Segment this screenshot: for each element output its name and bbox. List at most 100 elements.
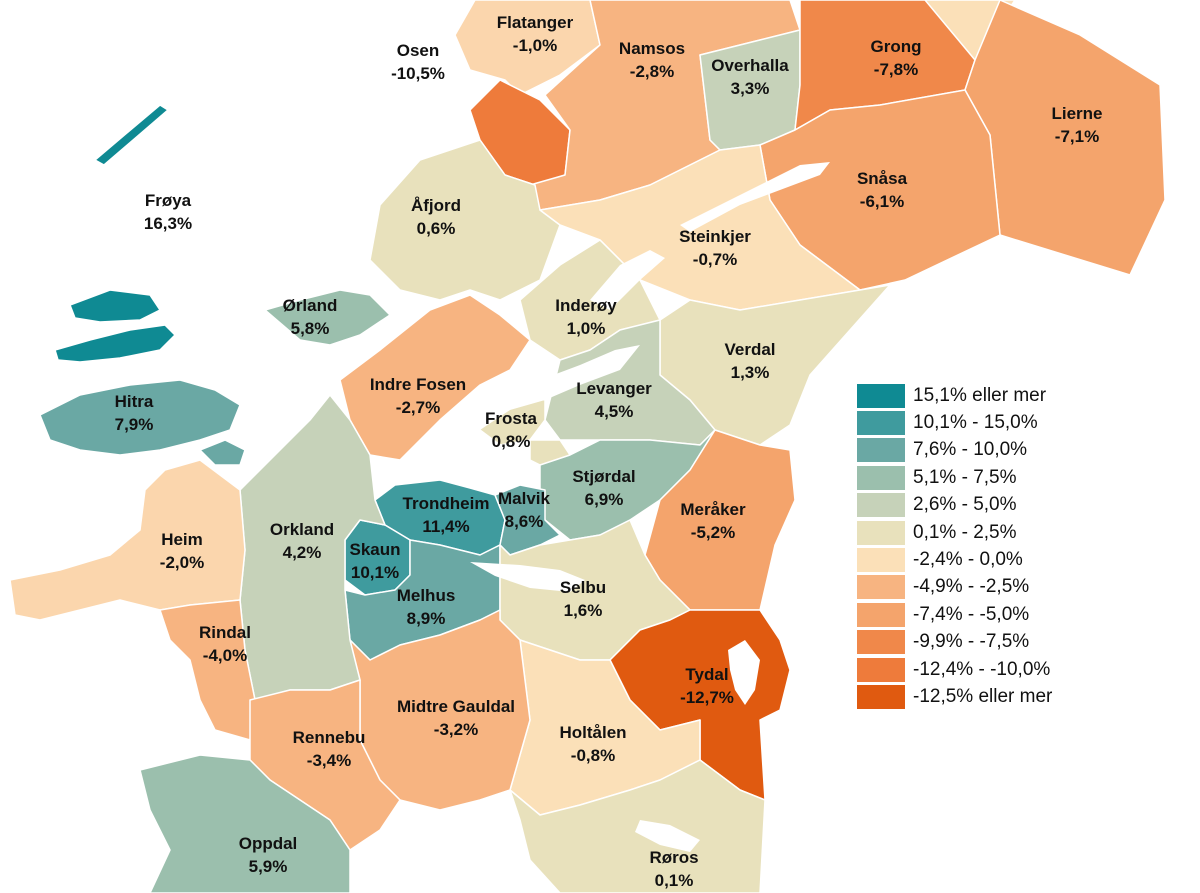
region-value-levanger: 4,5% <box>595 402 634 421</box>
region-name-selbu: Selbu <box>560 578 606 597</box>
region-value-rindal: -4,0% <box>203 646 247 665</box>
region-name-overhalla: Overhalla <box>711 56 789 75</box>
fjord-beitstad <box>590 250 665 310</box>
lake-selbusjoen <box>470 562 585 592</box>
region-name-orland: Ørland <box>283 296 338 315</box>
region-value-skaun: 10,1% <box>351 563 399 582</box>
region-name-heim: Heim <box>161 530 203 549</box>
region-value-verdal: 1,3% <box>731 363 770 382</box>
region-value-malvik: 8,6% <box>505 512 544 531</box>
region-shape-heim <box>9 459 246 621</box>
region-value-flatanger: -1,0% <box>513 36 557 55</box>
region-value-steinkjer: -0,7% <box>693 250 737 269</box>
region-name-oppdal: Oppdal <box>239 834 298 853</box>
region-shape-froya <box>54 324 176 363</box>
region-name-grong: Grong <box>871 37 922 56</box>
region-name-roros: Røros <box>649 848 698 867</box>
region-name-hitra: Hitra <box>115 392 154 411</box>
region-value-orkland: 4,2% <box>283 543 322 562</box>
legend-label: -4,9% - -2,5% <box>913 576 1030 598</box>
legend-item: 15,1% eller mer <box>857 382 1137 409</box>
region-name-steinkjer: Steinkjer <box>679 227 751 246</box>
region-name-orkland: Orkland <box>270 520 334 539</box>
legend-swatch <box>857 575 905 600</box>
region-name-verdal: Verdal <box>724 340 775 359</box>
legend-label: 10,1% - 15,0% <box>913 412 1038 434</box>
region-value-roros: 0,1% <box>655 871 694 890</box>
region-name-tydal: Tydal <box>685 665 728 684</box>
region-name-osen: Osen <box>397 41 440 60</box>
region-shape-hitra-east <box>199 439 246 466</box>
region-shape-lierne <box>964 0 1166 276</box>
region-value-tydal: -12,7% <box>680 688 734 707</box>
legend-swatch <box>857 684 905 709</box>
legend-label: -12,4% - -10,0% <box>913 658 1051 680</box>
region-value-froya: 16,3% <box>144 214 192 233</box>
region-value-osen: -10,5% <box>391 64 445 83</box>
region-value-stjordal: 6,9% <box>585 490 624 509</box>
lake-snasavatnet <box>680 162 830 232</box>
region-name-stjordal: Stjørdal <box>572 467 635 486</box>
region-value-lierne: -7,1% <box>1055 127 1099 146</box>
legend-label: 5,1% - 7,5% <box>913 466 1017 488</box>
legend-item: 10,1% - 15,0% <box>857 409 1137 436</box>
region-name-froya: Frøya <box>145 191 192 210</box>
region-name-meraker: Meråker <box>680 500 746 519</box>
fjord-trondheim <box>420 345 640 470</box>
legend-item: 0,1% - 2,5% <box>857 519 1137 546</box>
region-value-trondheim: 11,4% <box>422 517 469 536</box>
region-value-selbu: 1,6% <box>564 601 603 620</box>
region-shape-oppdal <box>139 754 351 893</box>
region-value-holtalen: -0,8% <box>571 746 615 765</box>
region-name-rindal: Rindal <box>199 623 251 642</box>
region-name-holtalen: Holtålen <box>559 723 626 742</box>
region-labels: Osen -10,5% Flatanger -1,0% Namsos -2,8%… <box>115 13 1103 890</box>
region-name-malvik: Malvik <box>498 489 551 508</box>
lakes-and-fjords <box>420 162 830 852</box>
region-value-melhus: 8,9% <box>407 609 446 628</box>
region-name-midtregauldal: Midtre Gauldal <box>397 697 515 716</box>
region-name-levanger: Levanger <box>576 379 652 398</box>
legend-item: 2,6% - 5,0% <box>857 492 1137 519</box>
region-shape-froya-spit <box>94 104 169 166</box>
legend-item: -7,4% - -5,0% <box>857 601 1137 628</box>
region-value-meraker: -5,2% <box>691 523 735 542</box>
legend-label: -12,5% eller mer <box>913 685 1053 707</box>
legend-item: -12,4% - -10,0% <box>857 656 1137 683</box>
legend-item: 7,6% - 10,0% <box>857 437 1137 464</box>
region-value-rennebu: -3,4% <box>307 751 351 770</box>
region-name-frosta: Frosta <box>485 409 538 428</box>
region-name-flatanger: Flatanger <box>497 13 574 32</box>
region-value-afjord: 0,6% <box>417 219 456 238</box>
region-value-heim: -2,0% <box>160 553 204 572</box>
region-value-orland: 5,8% <box>291 319 330 338</box>
region-name-skaun: Skaun <box>349 540 400 559</box>
region-name-lierne: Lierne <box>1051 104 1102 123</box>
legend-swatch <box>857 493 905 518</box>
region-value-hitra: 7,9% <box>115 415 154 434</box>
region-name-afjord: Åfjord <box>411 196 461 215</box>
region-value-overhalla: 3,3% <box>731 79 770 98</box>
region-value-oppdal: 5,9% <box>249 857 288 876</box>
region-name-indrefosen: Indre Fosen <box>370 375 466 394</box>
region-name-rennebu: Rennebu <box>293 728 366 747</box>
region-shape-orland <box>264 289 391 346</box>
region-name-snasa: Snåsa <box>857 169 908 188</box>
region-shape-afjord <box>369 139 561 301</box>
legend-item: -12,5% eller mer <box>857 683 1137 710</box>
region-value-indrefosen: -2,7% <box>396 398 440 417</box>
region-value-namsos: -2,8% <box>630 62 674 81</box>
region-value-snasa: -6,1% <box>860 192 904 211</box>
region-name-trondheim: Trondheim <box>403 494 490 513</box>
legend-swatch <box>857 438 905 463</box>
region-shape-rindal <box>159 599 256 741</box>
region-value-midtregauldal: -3,2% <box>434 720 478 739</box>
legend-label: 15,1% eller mer <box>913 384 1047 406</box>
legend-label: -7,4% - -5,0% <box>913 603 1030 625</box>
region-value-frosta: 0,8% <box>492 432 531 451</box>
legend-item: -2,4% - 0,0% <box>857 546 1137 573</box>
legend-label: 0,1% - 2,5% <box>913 521 1017 543</box>
region-shape-malvik <box>494 484 561 556</box>
region-name-inderoy: Inderøy <box>555 296 617 315</box>
legend-item: -9,9% - -7,5% <box>857 629 1137 656</box>
